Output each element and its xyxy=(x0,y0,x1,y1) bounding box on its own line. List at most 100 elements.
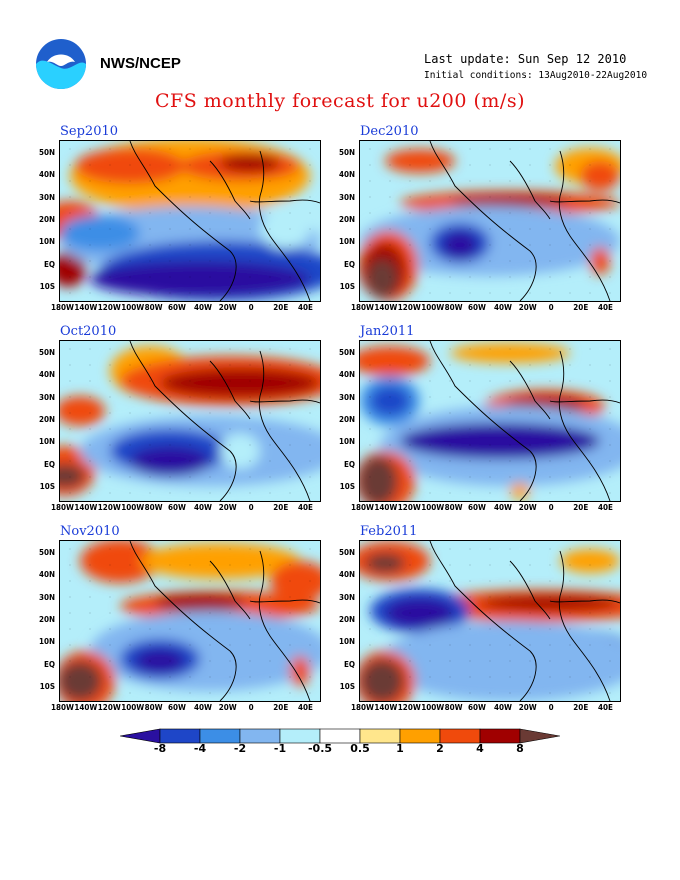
panel-title-oct2010: Oct2010 xyxy=(60,324,117,339)
lat-tick-label: 50N xyxy=(338,147,355,157)
field-region xyxy=(220,433,260,469)
coastline xyxy=(558,150,611,301)
map-field xyxy=(360,141,620,301)
map-field xyxy=(60,541,320,701)
lat-tick-label: 10S xyxy=(339,682,355,692)
lon-tick-label: 180W xyxy=(351,303,374,312)
coastline xyxy=(209,160,251,220)
lon-tick-label: 80W xyxy=(444,303,463,312)
field-region xyxy=(385,598,455,628)
panel-title-feb2011: Feb2011 xyxy=(360,524,418,539)
lat-tick-label: 20N xyxy=(338,415,355,424)
colorbar-swatch xyxy=(399,728,441,744)
lon-tick-label: 100W xyxy=(421,703,445,712)
colorbar-label: 1 xyxy=(396,742,404,755)
field-region xyxy=(400,423,600,459)
lat-tick-label: 20N xyxy=(338,215,355,224)
coastline xyxy=(549,599,620,604)
lon-tick-label: 20E xyxy=(273,303,289,312)
lon-tick-label: 120W xyxy=(397,703,421,712)
colorbar-label: -2 xyxy=(233,742,247,755)
field-region xyxy=(60,464,85,488)
map-field xyxy=(360,341,620,501)
lon-tick-label: 120W xyxy=(397,503,421,512)
colorbar-swatch xyxy=(239,728,281,744)
lon-tick-label: 180W xyxy=(51,503,74,512)
field-region xyxy=(130,446,210,476)
lat-tick-label: 40N xyxy=(38,170,55,180)
panel-title-jan2011: Jan2011 xyxy=(360,324,415,339)
lat-tick-label: 30N xyxy=(338,392,355,402)
lat-tick-label: EQ xyxy=(43,659,55,669)
lon-tick-label: 140W xyxy=(74,303,98,312)
lat-tick-label: 10N xyxy=(38,237,55,247)
lat-tick-label: 50N xyxy=(38,547,55,557)
lat-tick-label: 50N xyxy=(38,347,55,357)
lat-tick-label: 40N xyxy=(38,570,55,580)
lon-tick-label: 0 xyxy=(548,303,554,312)
lon-tick-label: 100W xyxy=(121,303,145,312)
lat-tick-label: 10S xyxy=(39,482,55,492)
field-region xyxy=(580,161,620,191)
coastline xyxy=(249,599,320,604)
lat-tick-label: 50N xyxy=(38,147,55,157)
coastline xyxy=(509,160,551,220)
lon-tick-label: 20E xyxy=(273,703,289,712)
lon-tick-label: 20W xyxy=(218,303,237,312)
lat-tick-label: 10S xyxy=(339,282,355,292)
field-region xyxy=(155,594,245,612)
field-region xyxy=(360,206,620,276)
field-region xyxy=(60,396,105,426)
lon-tick-label: 40E xyxy=(298,303,313,312)
lat-tick-label: 20N xyxy=(338,615,355,624)
panel-title-nov2010: Nov2010 xyxy=(60,524,120,539)
coastline xyxy=(558,350,611,501)
lon-tick-label: 40W xyxy=(194,703,212,712)
colorbar-swatch xyxy=(359,728,401,744)
lon-tick-label: 80W xyxy=(144,303,163,312)
map-panel-dec2010 xyxy=(359,140,621,302)
field-region xyxy=(450,195,570,207)
lon-tick-label: 0 xyxy=(548,503,554,512)
coastline xyxy=(209,360,251,420)
lon-tick-label: 20E xyxy=(573,703,589,712)
lat-tick-label: 40N xyxy=(38,370,55,380)
agency-label: NWS/NCEP xyxy=(100,55,181,72)
coastline xyxy=(258,350,311,501)
lat-tick-label: 20N xyxy=(38,615,55,624)
colorbar-label: 2 xyxy=(436,742,444,755)
field-region xyxy=(270,561,320,601)
lat-tick-label: 50N xyxy=(338,547,355,557)
field-region xyxy=(380,621,620,701)
colorbar-label: 8 xyxy=(516,742,524,755)
colorbar-swatch xyxy=(439,728,481,744)
lat-tick-label: 40N xyxy=(338,370,355,380)
colorbar xyxy=(120,728,560,744)
lat-tick-label: 10N xyxy=(38,437,55,447)
lon-tick-label: 60W xyxy=(468,703,486,712)
lon-tick-label: 120W xyxy=(97,503,121,512)
field-region xyxy=(290,656,310,686)
lon-tick-label: 40E xyxy=(598,703,613,712)
coastline xyxy=(558,550,611,701)
lat-tick-label: 10N xyxy=(338,237,355,247)
coastline xyxy=(258,150,311,301)
field-region xyxy=(442,231,478,259)
lon-tick-label: 40E xyxy=(598,503,613,512)
field-region xyxy=(160,368,320,398)
lat-tick-label: 30N xyxy=(38,592,55,602)
lon-tick-label: 40W xyxy=(494,703,512,712)
lon-tick-label: 40W xyxy=(194,503,212,512)
lon-tick-label: 0 xyxy=(548,703,554,712)
main-title: CFS monthly forecast for u200 (m/s) xyxy=(154,90,525,112)
field-region xyxy=(560,549,620,573)
colorbar-label: -4 xyxy=(193,742,207,755)
field-region xyxy=(510,483,530,499)
colorbar-swatch xyxy=(319,728,361,744)
field-region xyxy=(360,346,430,376)
colorbar-swatch xyxy=(479,728,521,744)
field-region xyxy=(365,553,405,573)
colorbar-label: 4 xyxy=(476,742,484,755)
lon-tick-label: 20W xyxy=(518,503,537,512)
lon-tick-label: 140W xyxy=(374,303,398,312)
